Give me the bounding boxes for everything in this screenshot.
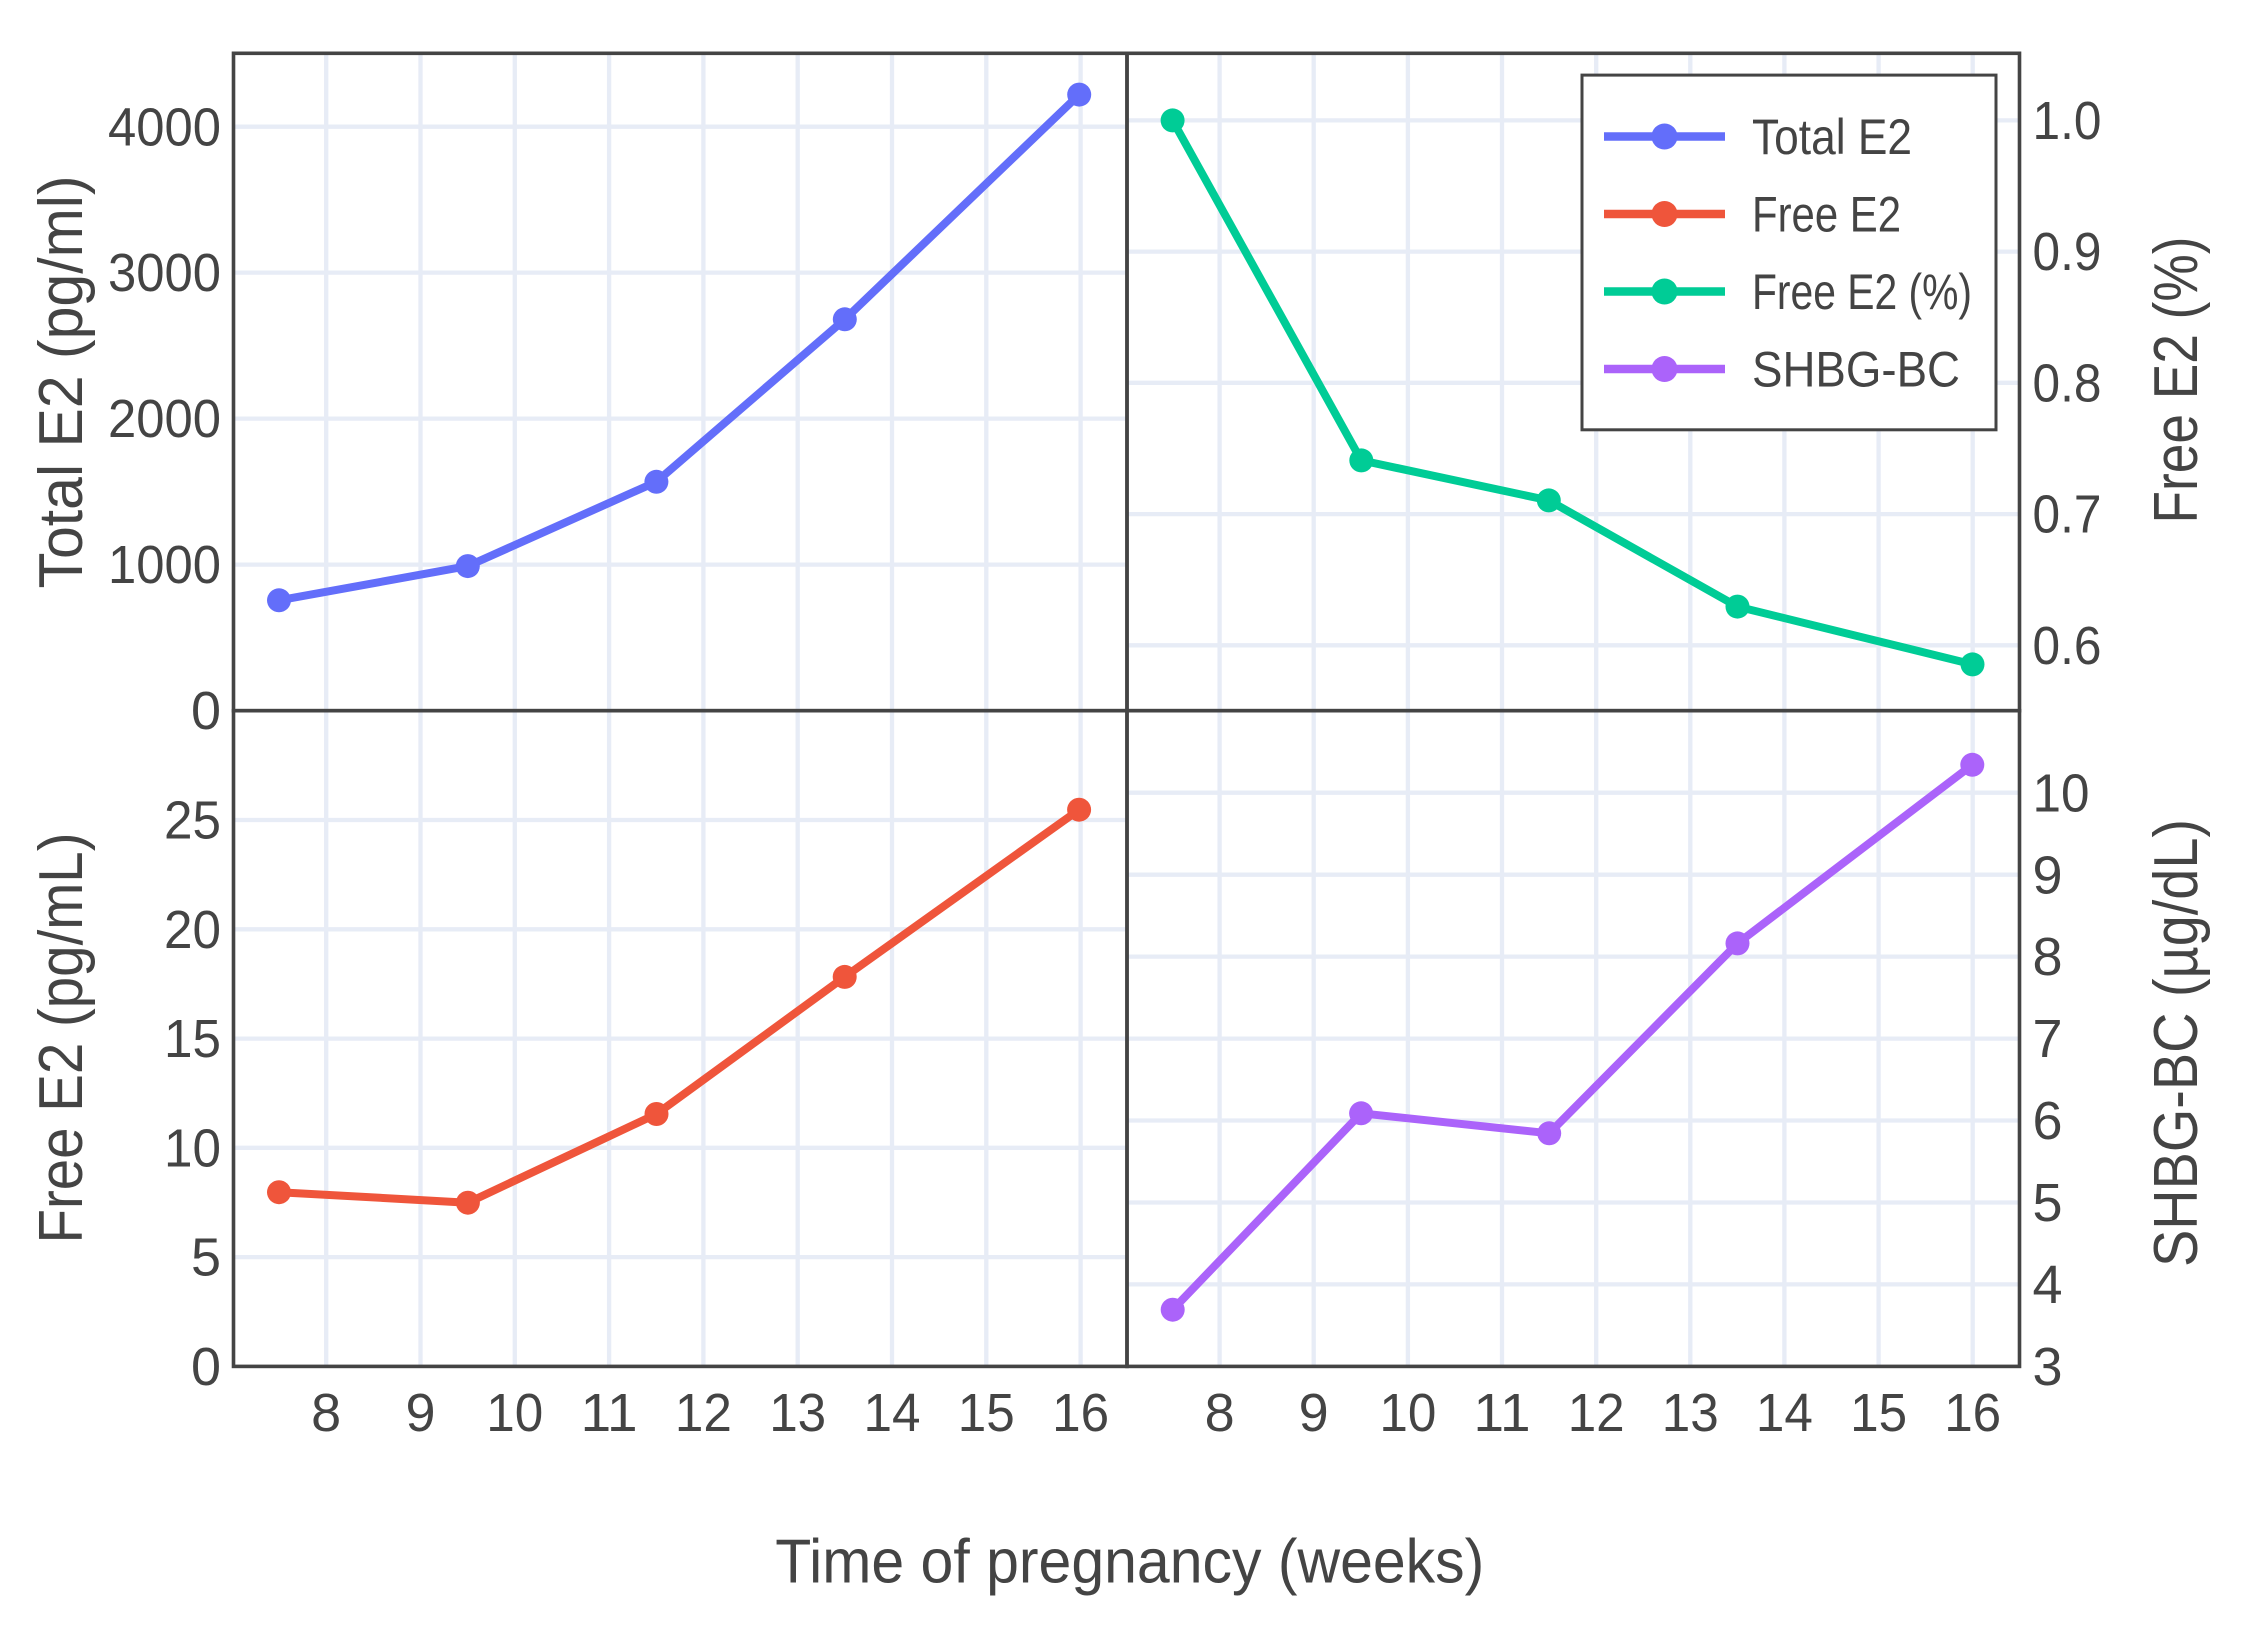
svg-text:0.6: 0.6 (2033, 616, 2102, 676)
svg-text:SHBG-BC (µg/dL): SHBG-BC (µg/dL) (2142, 819, 2211, 1267)
svg-text:Total E2 (pg/ml): Total E2 (pg/ml) (27, 176, 96, 589)
svg-text:Free E2: Free E2 (1752, 186, 1901, 242)
svg-text:8: 8 (1205, 1383, 1235, 1443)
svg-text:0.8: 0.8 (2033, 353, 2102, 413)
svg-text:12: 12 (675, 1383, 732, 1443)
svg-text:SHBG-BC: SHBG-BC (1752, 341, 1960, 397)
svg-text:10: 10 (486, 1383, 543, 1443)
svg-text:Time of pregnancy (weeks): Time of pregnancy (weeks) (775, 1527, 1484, 1596)
svg-text:1.0: 1.0 (2033, 91, 2102, 151)
svg-text:10: 10 (164, 1118, 221, 1178)
svg-text:Total E2: Total E2 (1752, 109, 1912, 165)
svg-text:16: 16 (1944, 1383, 2001, 1443)
svg-text:0.9: 0.9 (2033, 222, 2102, 282)
svg-text:14: 14 (1756, 1383, 1813, 1443)
svg-text:0: 0 (191, 681, 221, 741)
svg-text:1000: 1000 (108, 535, 221, 595)
svg-text:2000: 2000 (108, 389, 221, 449)
svg-text:8: 8 (2033, 927, 2063, 987)
svg-text:4: 4 (2033, 1255, 2063, 1315)
svg-text:6: 6 (2033, 1091, 2063, 1151)
svg-text:25: 25 (164, 791, 221, 851)
svg-text:13: 13 (769, 1383, 826, 1443)
svg-text:14: 14 (864, 1383, 921, 1443)
svg-text:9: 9 (1299, 1383, 1329, 1443)
svg-text:Free E2 (%): Free E2 (%) (1752, 264, 1972, 320)
svg-text:13: 13 (1662, 1383, 1719, 1443)
svg-text:Free E2 (%): Free E2 (%) (2142, 237, 2211, 524)
svg-text:10: 10 (2033, 763, 2090, 823)
svg-text:8: 8 (311, 1383, 341, 1443)
svg-text:5: 5 (2033, 1173, 2063, 1233)
svg-text:0.7: 0.7 (2033, 485, 2102, 545)
svg-text:11: 11 (581, 1383, 638, 1443)
svg-text:Free E2 (pg/mL): Free E2 (pg/mL) (27, 833, 96, 1244)
svg-text:20: 20 (164, 900, 221, 960)
svg-text:16: 16 (1052, 1383, 1109, 1443)
svg-text:3000: 3000 (108, 243, 221, 303)
svg-text:9: 9 (2033, 845, 2063, 905)
svg-text:3: 3 (2033, 1337, 2063, 1397)
svg-text:7: 7 (2033, 1009, 2063, 1069)
svg-text:10: 10 (1379, 1383, 1436, 1443)
svg-text:11: 11 (1474, 1383, 1531, 1443)
svg-text:15: 15 (164, 1009, 221, 1069)
svg-text:15: 15 (1850, 1383, 1907, 1443)
svg-text:9: 9 (405, 1383, 435, 1443)
svg-text:12: 12 (1568, 1383, 1625, 1443)
svg-text:15: 15 (958, 1383, 1015, 1443)
svg-text:4000: 4000 (108, 97, 221, 157)
svg-text:0: 0 (191, 1337, 221, 1397)
svg-text:5: 5 (191, 1228, 221, 1288)
